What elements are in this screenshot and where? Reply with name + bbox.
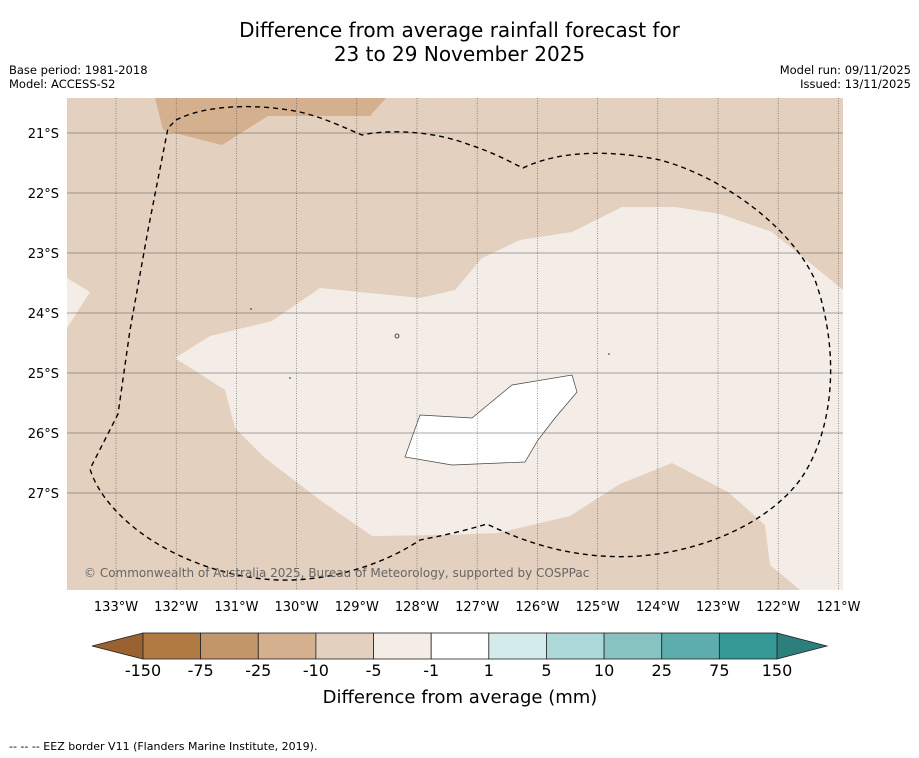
colorbar-segment <box>315 632 374 660</box>
longitude-label: 125°W <box>576 600 620 615</box>
longitude-label: 131°W <box>214 600 258 615</box>
colorbar-segment <box>373 632 432 660</box>
issued-date: Issued: 13/11/2025 <box>800 77 911 91</box>
meta-right: Model run: 09/11/2025 Issued: 13/11/2025 <box>780 63 911 91</box>
region-minus5-to-minus1-west <box>67 278 90 328</box>
colorbar-tick-label: 75 <box>709 661 729 680</box>
colorbar-segment <box>718 632 778 660</box>
title-line-2: 23 to 29 November 2025 <box>333 42 586 66</box>
speckle-3 <box>608 353 610 355</box>
latitude-labels: 21°S 22°S 23°S 24°S 25°S 26°S 27°S <box>28 127 59 502</box>
longitude-label: 130°W <box>275 600 319 615</box>
model-name: Model: ACCESS-S2 <box>9 77 116 91</box>
colorbar-under-arrow <box>91 632 144 660</box>
colorbar-segment <box>603 632 663 660</box>
latitude-label: 26°S <box>28 427 59 442</box>
colorbar-tick-label: -25 <box>245 661 271 680</box>
speckle-1 <box>250 308 252 310</box>
colorbar-tick-label: 25 <box>652 661 672 680</box>
longitude-label: 121°W <box>816 600 860 615</box>
colorbar-segments <box>142 632 778 660</box>
colorbar-segment <box>546 632 605 660</box>
colorbar-over-arrow <box>776 632 829 660</box>
longitude-label: 127°W <box>455 600 499 615</box>
colorbar-ticks: -150 -75 -25 -10 -5 -1 1 5 10 25 75 150 <box>125 661 792 680</box>
title-line-1: Difference from average rainfall forecas… <box>239 18 680 42</box>
meta-left: Base period: 1981-2018 Model: ACCESS-S2 <box>9 63 148 91</box>
longitude-label: 124°W <box>636 600 680 615</box>
latitude-label: 21°S <box>28 127 59 142</box>
colorbar-segment <box>430 632 490 660</box>
region-minus1-to-1 <box>404 374 578 466</box>
longitude-label: 122°W <box>756 600 800 615</box>
speckle-4 <box>394 333 400 339</box>
colorbar-tick-label: 1 <box>484 661 494 680</box>
colorbar-segment <box>488 632 547 660</box>
longitude-labels: 133°W 132°W 131°W 130°W 129°W 128°W 127°W 126°W… <box>94 600 861 615</box>
eez-border <box>89 105 832 581</box>
map-gridlines <box>67 98 843 590</box>
eez-legend: -- -- -- EEZ border V11 (Flanders Marine… <box>9 740 318 753</box>
copyright-text: © Commonwealth of Australia 2025, Bureau… <box>84 566 589 580</box>
colorbar-segment <box>257 632 317 660</box>
colorbar-label: Difference from average (mm) <box>323 687 598 708</box>
colorbar-tick-label: 10 <box>594 661 614 680</box>
map-area <box>67 98 843 590</box>
longitude-label: 128°W <box>395 600 439 615</box>
longitude-label: 123°W <box>696 600 740 615</box>
latitude-label: 22°S <box>28 187 59 202</box>
base-period: Base period: 1981-2018 <box>9 63 148 77</box>
colorbar-tick-label: 150 <box>762 661 793 680</box>
colorbar-tick-label: -1 <box>423 661 439 680</box>
colorbar-segment <box>661 632 720 660</box>
colorbar-tick-label: -5 <box>366 661 382 680</box>
colorbar-segment <box>142 632 202 660</box>
latitude-label: 25°S <box>28 367 59 382</box>
colorbar: -150 -75 -25 -10 -5 -1 1 5 10 25 75 150 Difference … <box>91 632 829 708</box>
colorbar-tick-label: -10 <box>303 661 329 680</box>
colorbar-tick-label: -150 <box>125 661 161 680</box>
latitude-label: 24°S <box>28 307 59 322</box>
model-run: Model run: 09/11/2025 <box>779 63 911 77</box>
colorbar-segment <box>200 632 259 660</box>
longitude-label: 126°W <box>515 600 559 615</box>
longitude-label: 132°W <box>154 600 198 615</box>
latitude-label: 27°S <box>28 487 59 502</box>
longitude-label: 133°W <box>94 600 138 615</box>
longitude-label: 129°W <box>335 600 379 615</box>
chart-title: Difference from average rainfall forecas… <box>0 18 919 66</box>
colorbar-tick-label: -75 <box>188 661 214 680</box>
colorbar-tick-label: 5 <box>541 661 551 680</box>
speckle-2 <box>289 377 291 379</box>
latitude-label: 23°S <box>28 247 59 262</box>
